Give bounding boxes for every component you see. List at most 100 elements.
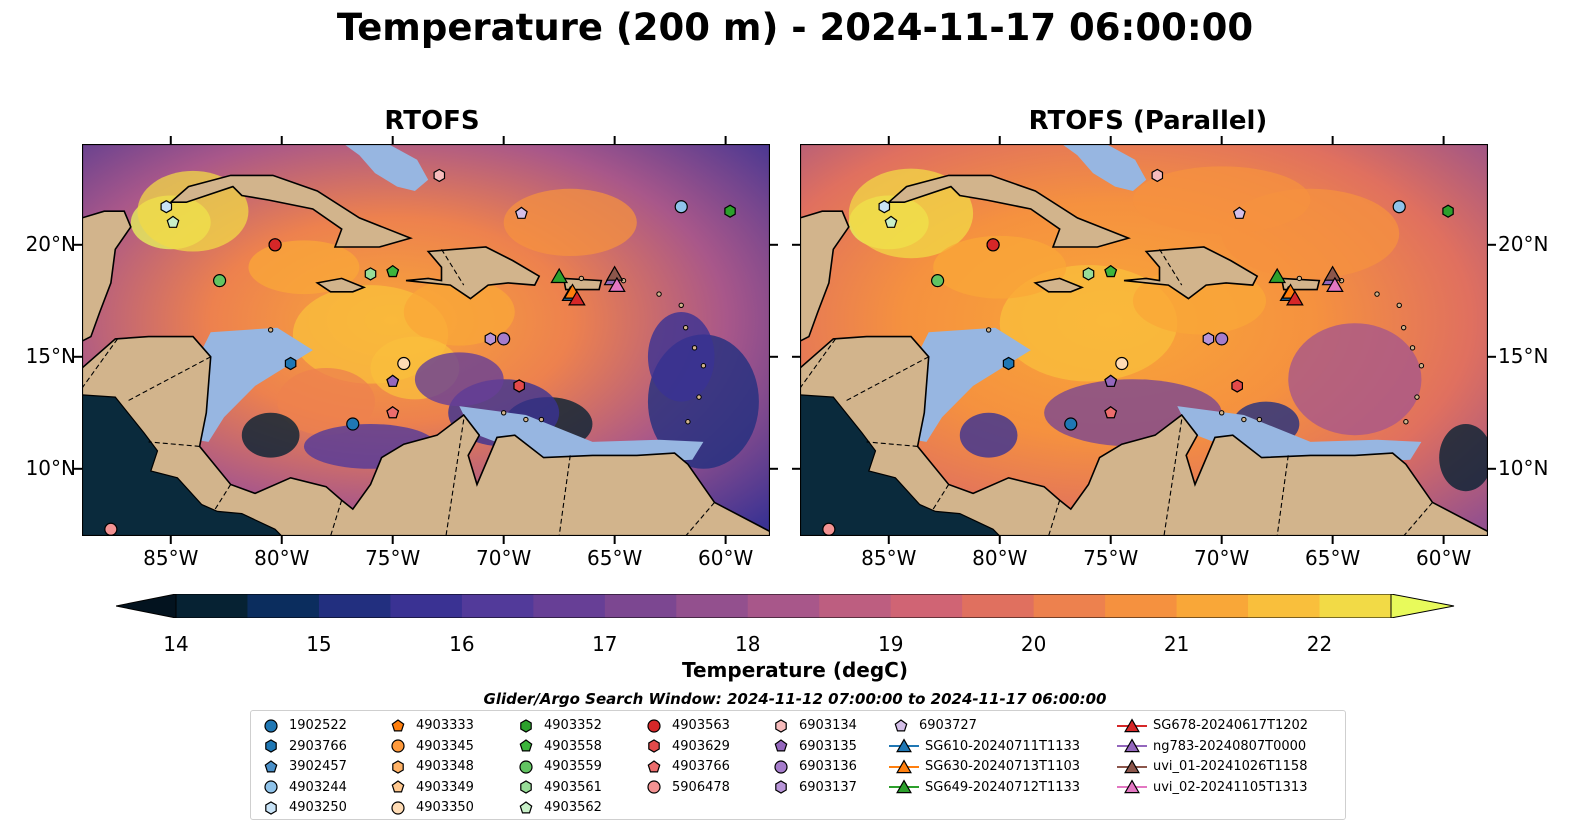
platform-marker-4903352 <box>1442 204 1454 218</box>
colorbar-bin <box>247 594 320 618</box>
platform-marker-4903562 <box>166 215 180 228</box>
colorbar-bin <box>1033 594 1106 618</box>
colorbar-tick-label: 17 <box>592 632 618 656</box>
panel-title-rtofs: RTOFS <box>384 106 480 136</box>
colorbar-tick-label: 21 <box>1163 632 1190 656</box>
legend-item: uvi_02-20241105T1313 <box>1117 777 1307 798</box>
colorbar-tick-label: 18 <box>735 632 761 656</box>
legend-label: 4903562 <box>544 800 602 816</box>
platform-marker-uvi_02-20241105T1313 <box>1326 276 1344 292</box>
legend-label: 1902522 <box>289 718 347 733</box>
legend-label: 3902457 <box>289 759 347 775</box>
colorbar-tick-label: 20 <box>1020 632 1047 656</box>
legend-item: 3902457 <box>259 756 347 777</box>
legend-marker-icon <box>391 739 405 753</box>
platform-marker-4903563 <box>268 238 282 252</box>
legend-label: 6903727 <box>919 718 977 733</box>
legend-marker-icon <box>520 780 532 794</box>
lon-tick-label: 65°W <box>1305 546 1361 570</box>
legend-label: 6903136 <box>799 759 857 775</box>
lon-tick-label: 80°W <box>254 546 310 570</box>
legend-item: 4903348 <box>386 756 474 777</box>
platform-marker-4903559 <box>931 274 945 288</box>
platform-marker-6903727 <box>514 206 528 219</box>
colorbar-bin <box>318 594 392 618</box>
platform-legend: 1902522 2903766 3902457 4903244 4903250 49033… <box>250 710 1346 820</box>
platform-marker-4903766 <box>386 406 400 419</box>
legend-label: uvi_01-20241026T1158 <box>1153 759 1308 775</box>
map-rtofs <box>82 144 782 542</box>
legend-item: 4903349 <box>386 777 474 798</box>
legend-item: SG649-20240712T1133 <box>889 777 1080 798</box>
legend-marker-icon <box>392 759 404 774</box>
legend-item: SG630-20240713T1103 <box>889 756 1080 777</box>
platform-marker-6903136 <box>1215 332 1229 346</box>
map-rtofs-parallel <box>800 144 1500 542</box>
legend-label: 4903352 <box>544 718 602 733</box>
platform-marker-4903563 <box>986 238 1000 252</box>
legend-label: SG630-20240713T1103 <box>925 759 1081 775</box>
legend-item: uvi_01-20241026T1158 <box>1117 756 1307 777</box>
colorbar-bin <box>604 594 677 618</box>
legend-label: ng783-20240807T0000 <box>1153 738 1307 754</box>
lon-tick-label: 85°W <box>143 546 199 570</box>
colorbar-tick-label: 14 <box>163 632 189 656</box>
platform-marker-4903250 <box>160 200 173 214</box>
legend-item: 4903345 <box>386 736 474 757</box>
legend-marker-icon <box>774 760 788 774</box>
legend-label: 4903561 <box>544 779 602 795</box>
lon-tick-label: 70°W <box>1194 546 1250 570</box>
legend-item: SG678-20240617T1202 <box>1117 715 1308 736</box>
lon-tick-label: 85°W <box>861 546 917 570</box>
legend-marker-icon <box>264 759 278 773</box>
colorbar-bin <box>1176 594 1249 618</box>
legend-item: 6903137 <box>769 777 857 798</box>
lat-tick-label-right: 15°N <box>1498 343 1549 368</box>
platform-marker-4903244 <box>674 200 688 214</box>
legend-item: 4903766 <box>642 756 730 777</box>
lon-tick-label: 60°W <box>1415 546 1472 570</box>
platform-marker-1902522 <box>346 417 360 431</box>
platform-marker-4903629 <box>1231 379 1243 393</box>
platform-marker-uvi_01-20241026T1158 <box>1323 265 1342 281</box>
lat-tick-label-right: 10°N <box>1498 455 1549 480</box>
legend-label: 4903250 <box>289 800 347 816</box>
platform-marker-4903561 <box>1082 267 1095 281</box>
platform-marker-6903134 <box>1151 168 1164 183</box>
platform-marker-1902522 <box>1064 417 1078 431</box>
legend-marker-icon <box>1117 759 1147 773</box>
legend-item: 4903629 <box>642 736 730 757</box>
legend-item: 6903727 <box>889 715 977 736</box>
platform-marker-4903562 <box>884 215 898 228</box>
colorbar-bin <box>676 594 749 618</box>
lat-tick-label-left: 20°N <box>25 231 76 256</box>
legend-item: 4903561 <box>514 777 602 798</box>
legend-label: 4903244 <box>289 779 347 795</box>
platform-marker-SG649-20240712T1133 <box>1268 267 1287 284</box>
legend-label: SG610-20240711T1133 <box>925 738 1081 754</box>
panel-title-parallel: RTOFS (Parallel) <box>1028 106 1268 136</box>
platform-marker-5906478 <box>104 522 118 536</box>
platform-marker-4903250 <box>878 200 891 214</box>
legend-marker-icon <box>894 718 908 731</box>
legend-item: 4903250 <box>259 797 347 818</box>
lon-tick-label: 60°W <box>697 546 754 570</box>
platform-marker-4903561 <box>364 267 377 281</box>
legend-label: 4903559 <box>544 759 602 775</box>
lon-tick-label: 65°W <box>587 546 643 570</box>
platform-marker-4903629 <box>513 379 525 393</box>
lon-tick-label: 75°W <box>365 546 421 570</box>
legend-item: SG610-20240711T1133 <box>889 736 1080 757</box>
legend-marker-icon <box>391 780 405 793</box>
colorbar-bin <box>390 594 463 618</box>
legend-label: 6903137 <box>799 779 857 795</box>
legend-marker-icon <box>264 718 278 733</box>
legend-marker-icon <box>647 780 661 794</box>
legend-marker-icon <box>889 779 919 794</box>
platform-marker-4903350 <box>1115 356 1129 371</box>
platform-marker-6903137 <box>1202 332 1215 346</box>
legend-item: 4903333 <box>386 715 474 736</box>
legend-label: 6903135 <box>799 738 857 754</box>
platform-marker-5906478 <box>822 522 836 536</box>
legend-label: SG649-20240712T1133 <box>925 779 1081 795</box>
